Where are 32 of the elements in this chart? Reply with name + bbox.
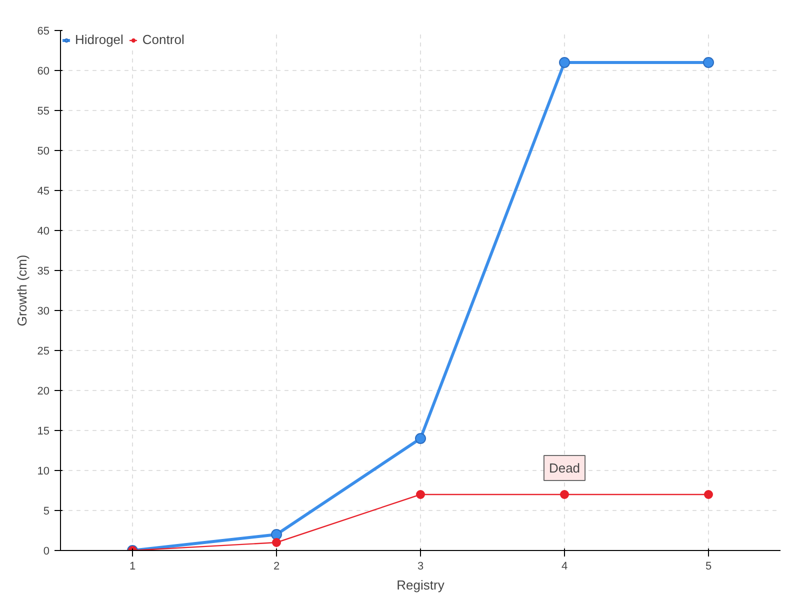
y-tick-label: 40 (37, 226, 50, 238)
y-tick-label: 65 (37, 26, 50, 38)
x-tick-label: 3 (417, 560, 424, 572)
legend-label: Hidrogel (75, 32, 124, 47)
y-tick-label: 5 (43, 506, 50, 518)
y-axis-title: Growth (cm) (14, 254, 30, 326)
y-tick-label: 60 (37, 66, 50, 78)
y-tick-label: 55 (37, 106, 50, 118)
y-tick-label: 30 (37, 306, 50, 318)
point (415, 433, 426, 444)
point (704, 490, 713, 499)
point (271, 529, 282, 540)
y-tick-label: 25 (37, 346, 50, 358)
y-tick-label: 20 (37, 386, 50, 398)
x-tick-label: 4 (561, 560, 568, 572)
x-tick-label: 2 (273, 560, 280, 572)
x-tick-label: 5 (705, 560, 712, 572)
y-tick-label: 35 (37, 266, 50, 278)
point (559, 57, 570, 68)
y-tick-label: 10 (37, 466, 50, 478)
x-tick-label: 1 (129, 560, 136, 572)
x-axis-title: Registry (396, 578, 445, 592)
point (272, 538, 281, 547)
y-tick-label: 15 (37, 426, 50, 438)
legend-label: Control (142, 32, 184, 47)
y-tick-label: 50 (37, 146, 50, 158)
y-tick-label: 45 (37, 186, 50, 198)
point (560, 490, 569, 499)
annotation: Dead (548, 460, 580, 476)
y-tick-label: 0 (43, 546, 50, 558)
point (703, 57, 714, 68)
point (416, 490, 425, 499)
